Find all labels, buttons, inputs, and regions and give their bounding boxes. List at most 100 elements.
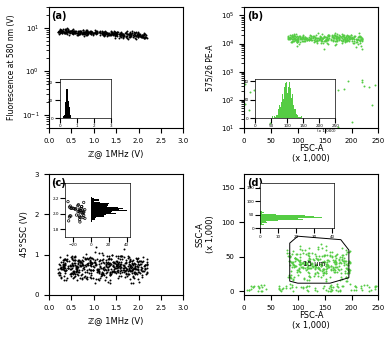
Point bbox=[318, 88, 324, 93]
Point bbox=[327, 274, 333, 279]
Point bbox=[90, 267, 96, 272]
Point bbox=[135, 33, 142, 38]
Point bbox=[322, 82, 328, 87]
Point bbox=[353, 284, 359, 290]
Point bbox=[111, 267, 117, 272]
Point bbox=[336, 260, 342, 266]
Point bbox=[294, 38, 300, 44]
Point bbox=[101, 33, 107, 38]
Point bbox=[67, 272, 74, 277]
Point bbox=[354, 36, 361, 42]
Point bbox=[321, 34, 327, 39]
Point bbox=[95, 267, 102, 272]
Point bbox=[118, 261, 124, 266]
Point bbox=[338, 261, 345, 266]
Point bbox=[77, 28, 83, 33]
Point bbox=[120, 262, 126, 267]
Point bbox=[103, 270, 110, 275]
Point bbox=[320, 267, 326, 272]
Point bbox=[354, 36, 360, 41]
Point bbox=[287, 32, 293, 37]
Point bbox=[78, 259, 84, 265]
Point bbox=[62, 261, 68, 267]
Point bbox=[130, 263, 136, 268]
Point bbox=[132, 31, 138, 36]
Point bbox=[314, 256, 321, 262]
Point bbox=[136, 279, 142, 284]
Point bbox=[341, 34, 347, 40]
Point bbox=[299, 34, 305, 40]
Point bbox=[372, 285, 378, 290]
Point bbox=[304, 262, 310, 267]
Point bbox=[130, 266, 136, 272]
Point bbox=[289, 33, 295, 38]
Point bbox=[119, 31, 125, 36]
Point bbox=[143, 259, 150, 265]
Point bbox=[347, 259, 353, 265]
Point bbox=[57, 262, 63, 268]
Point bbox=[64, 276, 71, 281]
Point bbox=[285, 37, 291, 42]
Point bbox=[318, 264, 324, 269]
Point bbox=[138, 267, 144, 273]
Point bbox=[339, 33, 346, 38]
Point bbox=[319, 32, 325, 37]
Point bbox=[296, 266, 302, 271]
Point bbox=[346, 38, 352, 44]
Point bbox=[70, 31, 76, 36]
Point bbox=[330, 35, 337, 40]
Point bbox=[79, 31, 85, 36]
Point bbox=[292, 38, 298, 43]
Point bbox=[314, 288, 321, 294]
Point bbox=[335, 267, 341, 272]
Point bbox=[124, 29, 131, 34]
Point bbox=[76, 29, 83, 34]
Point bbox=[338, 276, 345, 282]
Point bbox=[122, 274, 128, 279]
Point bbox=[329, 254, 336, 259]
Point bbox=[76, 31, 82, 37]
Point bbox=[123, 267, 129, 272]
Point bbox=[334, 31, 341, 36]
Point bbox=[118, 29, 124, 35]
Point bbox=[336, 256, 342, 262]
Point bbox=[106, 32, 112, 38]
Point bbox=[84, 270, 90, 275]
Point bbox=[333, 41, 339, 47]
Point bbox=[100, 271, 106, 276]
Point bbox=[327, 253, 333, 259]
Point bbox=[111, 259, 118, 265]
Point bbox=[71, 270, 77, 275]
Point bbox=[310, 93, 317, 98]
Point bbox=[82, 256, 88, 261]
Point bbox=[119, 253, 125, 258]
Point bbox=[118, 33, 125, 38]
Point bbox=[124, 266, 130, 271]
Point bbox=[136, 33, 142, 38]
Point bbox=[67, 29, 74, 34]
Point bbox=[107, 32, 113, 37]
Point bbox=[63, 30, 69, 35]
Point bbox=[321, 252, 327, 257]
Point bbox=[100, 265, 106, 271]
Point bbox=[88, 262, 94, 267]
Point bbox=[289, 261, 295, 266]
Point bbox=[345, 33, 351, 38]
Point bbox=[107, 269, 113, 275]
Point bbox=[140, 268, 146, 273]
Point bbox=[137, 258, 143, 264]
Point bbox=[328, 254, 335, 259]
Point bbox=[368, 102, 375, 108]
Point bbox=[130, 267, 136, 272]
Point bbox=[127, 33, 133, 38]
Point bbox=[103, 261, 109, 267]
Point bbox=[349, 120, 355, 125]
Point bbox=[310, 110, 316, 115]
Point bbox=[96, 258, 102, 264]
Point bbox=[315, 273, 321, 279]
Point bbox=[338, 266, 344, 272]
Point bbox=[92, 257, 98, 263]
Point bbox=[319, 285, 326, 291]
Point bbox=[344, 38, 350, 43]
Point bbox=[330, 35, 336, 40]
